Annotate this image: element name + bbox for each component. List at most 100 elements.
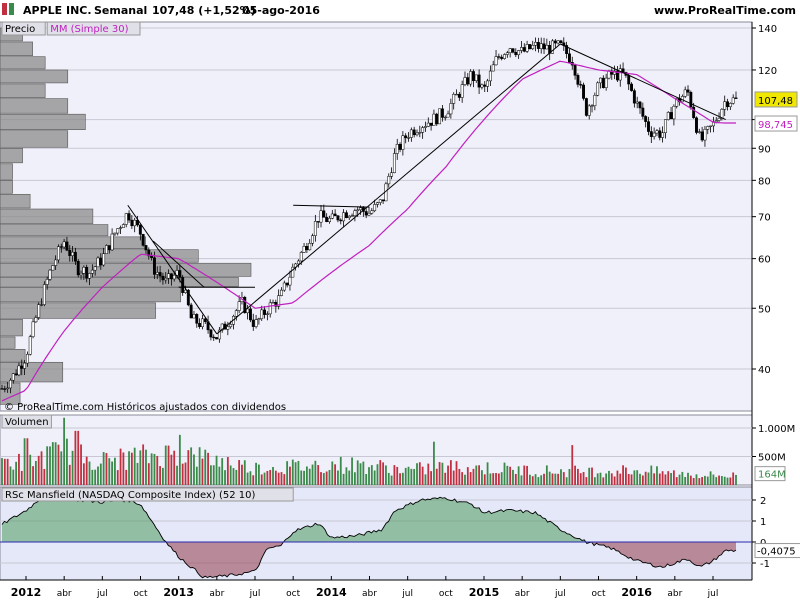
candle-body — [706, 126, 710, 130]
candle-body — [152, 257, 156, 275]
date-label: 05-ago-2016 — [242, 4, 320, 17]
candle-body — [604, 77, 608, 88]
volume-profile-bar — [0, 163, 13, 180]
candle-body — [209, 329, 213, 338]
volume-bar — [116, 470, 119, 485]
candle-body — [226, 326, 230, 330]
candle-body — [192, 314, 196, 319]
candle-body — [82, 266, 86, 274]
rs-last-label: -0,4075 — [757, 547, 796, 558]
candle-body — [65, 241, 69, 251]
volume-bar — [418, 462, 421, 485]
volume-profile-bar — [0, 56, 46, 70]
volume-bar — [514, 473, 517, 485]
candle-body — [472, 71, 475, 81]
volume-bar — [114, 457, 116, 485]
volume-bar — [591, 467, 593, 485]
volume-bar — [368, 467, 370, 485]
volume-bar — [46, 446, 49, 485]
volume-bar — [732, 472, 735, 485]
candle-body — [367, 212, 371, 216]
volume-bar — [20, 470, 23, 485]
candle-body — [697, 131, 701, 133]
x-tick-label: abr — [209, 589, 224, 599]
candle-body — [726, 101, 729, 107]
volume-bar — [238, 460, 241, 485]
volume-profile-bar — [0, 147, 23, 164]
candle-body — [138, 224, 142, 235]
volume-bar — [122, 452, 125, 485]
volume-bar — [523, 465, 526, 485]
volume-bar — [698, 478, 701, 485]
volume-bar — [184, 462, 187, 485]
volume-bar — [57, 444, 60, 485]
volume-bar — [613, 476, 616, 485]
volume-bar — [678, 474, 681, 485]
candle-body — [418, 132, 422, 134]
volume-profile-bar — [0, 336, 16, 349]
candle-body — [274, 302, 278, 307]
x-tick-label: abr — [57, 589, 72, 599]
candle-body — [124, 213, 128, 225]
volume-profile-bar — [0, 302, 156, 319]
candle-body — [364, 211, 368, 216]
candle-body — [299, 252, 303, 262]
volume-bar — [627, 474, 630, 485]
volume-profile-bar — [0, 262, 252, 277]
candle-body — [734, 97, 738, 99]
volume-bar — [80, 444, 82, 485]
volume-bar — [452, 470, 455, 485]
volume-bar — [506, 465, 509, 485]
candle-body — [483, 84, 487, 87]
volume-bar — [207, 452, 209, 485]
candle-body — [531, 45, 535, 50]
candle-body — [164, 277, 168, 281]
volume-bar — [105, 453, 108, 485]
x-tick-label: abr — [362, 589, 377, 599]
candle-body — [429, 122, 433, 126]
rs-line — [1, 488, 737, 579]
candle-body — [161, 275, 165, 281]
x-tick-label: oct — [286, 589, 300, 599]
candle-body — [528, 44, 532, 50]
volume-bar — [145, 449, 147, 485]
volume-bar — [286, 461, 289, 485]
candle-body — [344, 212, 348, 218]
candle-body — [477, 74, 481, 88]
volume-bar — [71, 450, 74, 485]
candle-body — [90, 269, 94, 274]
volume-bar — [560, 469, 562, 485]
candle-body — [119, 227, 123, 229]
candle-body — [328, 217, 331, 222]
volume-bar — [529, 474, 531, 485]
volume-profile-bar — [0, 319, 23, 337]
volume-bar — [554, 473, 557, 485]
candle-body — [260, 309, 264, 319]
candle-body — [280, 289, 283, 296]
volume-bar — [130, 452, 133, 485]
chart-canvas[interactable]: 405060708090100120140PrecioMM (Simple 30… — [0, 20, 800, 600]
volume-bar — [351, 457, 353, 485]
candle-body — [282, 282, 286, 291]
candle-body — [412, 129, 416, 136]
x-tick-label: jul — [249, 589, 261, 599]
volume-bar — [12, 469, 15, 485]
candle-body — [539, 43, 543, 49]
candle-body — [695, 117, 698, 133]
candle-body — [514, 52, 518, 56]
candle-body — [11, 373, 15, 381]
volume-bar — [68, 464, 71, 485]
volume-bar — [489, 473, 492, 485]
price-tick-label: 140 — [758, 24, 777, 35]
volume-bar — [625, 467, 627, 485]
candle-body — [615, 70, 619, 81]
candle-body — [503, 54, 506, 59]
volume-bar — [297, 460, 300, 485]
volume-bar — [77, 430, 80, 485]
candle-body — [370, 210, 374, 214]
candle-body — [649, 131, 653, 137]
site-label: www.ProRealTime.com — [653, 4, 796, 17]
candle-body — [347, 215, 351, 218]
candle-body — [243, 297, 247, 314]
volume-bar — [167, 445, 170, 485]
